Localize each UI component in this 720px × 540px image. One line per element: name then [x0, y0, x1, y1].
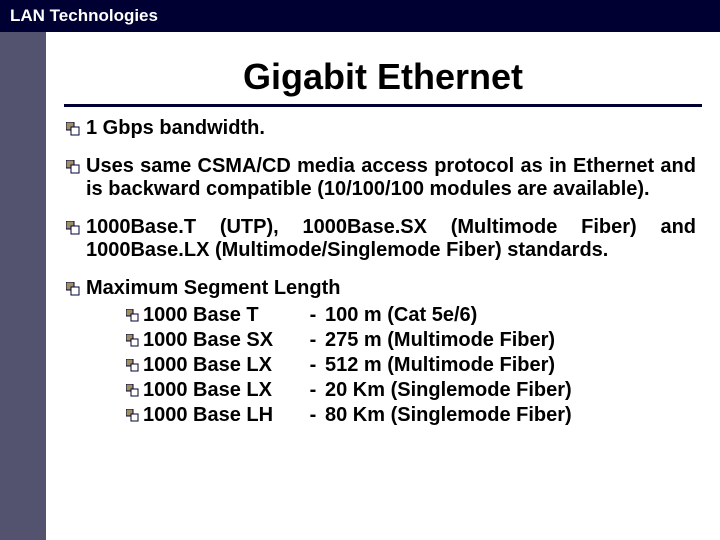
seg-dash: - — [301, 403, 325, 428]
seg-name: 1000 Base LH — [143, 403, 301, 428]
list-item: 1 Gbps bandwidth. — [66, 117, 696, 141]
page-title: Gigabit Ethernet — [56, 56, 710, 98]
sub-bullet-icon — [126, 309, 139, 322]
sub-list-item: 1000 Base LH - 80 Km (Singlemode Fiber) — [126, 403, 696, 428]
list-item: Uses same CSMA/CD media access protocol … — [66, 155, 696, 202]
list-item: Maximum Segment Length — [66, 277, 696, 301]
sub-list-item: 1000 Base SX - 275 m (Multimode Fiber) — [126, 328, 696, 353]
seg-name: 1000 Base T — [143, 303, 301, 328]
sub-bullet-list: 1000 Base T - 100 m (Cat 5e/6) 1000 Base… — [126, 303, 696, 428]
seg-dash: - — [301, 328, 325, 353]
title-bar-text: LAN Technologies — [10, 6, 158, 25]
sub-bullet-icon — [126, 384, 139, 397]
list-item-text: 1 Gbps bandwidth. — [86, 117, 696, 141]
seg-val: 512 m (Multimode Fiber) — [325, 353, 555, 378]
sub-list-item: 1000 Base LX - 512 m (Multimode Fiber) — [126, 353, 696, 378]
seg-name: 1000 Base LX — [143, 353, 301, 378]
sub-list-item: 1000 Base LX - 20 Km (Singlemode Fiber) — [126, 378, 696, 403]
content: Gigabit Ethernet 1 Gbps bandwidth. Uses … — [46, 40, 720, 428]
seg-dash: - — [301, 353, 325, 378]
seg-val: 20 Km (Singlemode Fiber) — [325, 378, 572, 403]
heading-rule — [64, 104, 702, 107]
seg-name: 1000 Base SX — [143, 328, 301, 353]
seg-name: 1000 Base LX — [143, 378, 301, 403]
sub-list-item: 1000 Base T - 100 m (Cat 5e/6) — [126, 303, 696, 328]
seg-dash: - — [301, 378, 325, 403]
sub-bullet-icon — [126, 359, 139, 372]
sub-bullet-icon — [126, 409, 139, 422]
title-bar: LAN Technologies — [0, 0, 720, 32]
list-item-text: Uses same CSMA/CD media access protocol … — [86, 155, 696, 202]
bullet-list: 1 Gbps bandwidth. Uses same CSMA/CD medi… — [56, 117, 710, 428]
list-item-text: 1000Base.T (UTP), 1000Base.SX (Multimode… — [86, 216, 696, 263]
bullet-icon — [66, 282, 80, 296]
bullet-icon — [66, 122, 80, 136]
list-item-text: Maximum Segment Length — [86, 277, 696, 301]
list-item: 1000Base.T (UTP), 1000Base.SX (Multimode… — [66, 216, 696, 263]
sub-bullet-icon — [126, 334, 139, 347]
seg-val: 275 m (Multimode Fiber) — [325, 328, 555, 353]
sidebar — [0, 32, 46, 540]
seg-val: 100 m (Cat 5e/6) — [325, 303, 477, 328]
slide: LAN Technologies Gigabit Ethernet 1 Gbps… — [0, 0, 720, 540]
seg-val: 80 Km (Singlemode Fiber) — [325, 403, 572, 428]
bullet-icon — [66, 221, 80, 235]
bullet-icon — [66, 160, 80, 174]
seg-dash: - — [301, 303, 325, 328]
